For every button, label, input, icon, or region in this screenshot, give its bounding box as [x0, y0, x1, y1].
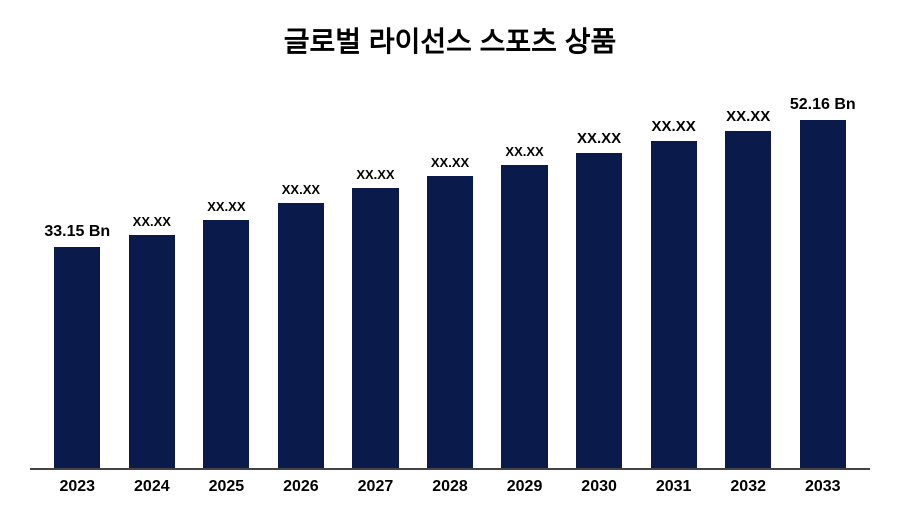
- bar: [501, 165, 547, 468]
- x-axis-label: 2032: [711, 478, 786, 496]
- chart-title: 글로벌 라이선스 스포츠 상품: [30, 20, 870, 60]
- bar: [203, 220, 249, 468]
- bar-value-label: XX.XX: [505, 144, 543, 159]
- bar-value-label: XX.XX: [652, 118, 696, 135]
- bar-value-label: 33.15 Bn: [44, 223, 110, 241]
- bar-value-label: XX.XX: [356, 167, 394, 182]
- x-axis-label: 2029: [487, 478, 562, 496]
- bar-group: XX.XX: [338, 70, 413, 468]
- bar-value-label: XX.XX: [431, 155, 469, 170]
- bar-value-label: XX.XX: [282, 182, 320, 197]
- bar-value-label: XX.XX: [577, 130, 621, 147]
- bar-value-label: XX.XX: [207, 199, 245, 214]
- x-axis-label: 2025: [189, 478, 264, 496]
- bar-value-label: XX.XX: [133, 214, 171, 229]
- bar-group: XX.XX: [413, 70, 488, 468]
- x-axis-label: 2023: [40, 478, 115, 496]
- bar-group: XX.XX: [264, 70, 339, 468]
- x-axis-label: 2024: [115, 478, 190, 496]
- bar-group: 52.16 Bn: [785, 70, 860, 468]
- bar: [427, 176, 473, 468]
- bar: [278, 203, 324, 468]
- plot-area: 33.15 Bn XX.XX XX.XX XX.XX XX.XX XX.XX XX.XX XX…: [30, 70, 870, 470]
- bar: [800, 120, 846, 468]
- x-axis-label: 2026: [264, 478, 339, 496]
- bar-group: XX.XX: [487, 70, 562, 468]
- bar-group: XX.XX: [636, 70, 711, 468]
- x-axis-label: 2030: [562, 478, 637, 496]
- bar-group: XX.XX: [562, 70, 637, 468]
- bars-wrapper: 33.15 Bn XX.XX XX.XX XX.XX XX.XX XX.XX XX.XX XX…: [30, 70, 870, 468]
- bar-group: XX.XX: [711, 70, 786, 468]
- bar: [352, 188, 398, 468]
- bar: [576, 153, 622, 468]
- x-axis-label: 2033: [785, 478, 860, 496]
- bar-group: XX.XX: [115, 70, 190, 468]
- x-axis-label: 2027: [338, 478, 413, 496]
- bar: [725, 131, 771, 468]
- bar-group: 33.15 Bn: [40, 70, 115, 468]
- x-axis-label: 2028: [413, 478, 488, 496]
- chart-container: 글로벌 라이선스 스포츠 상품 33.15 Bn XX.XX XX.XX XX.XX X…: [0, 0, 900, 525]
- bar: [54, 247, 100, 468]
- bar-value-label: XX.XX: [726, 108, 770, 125]
- bar-group: XX.XX: [189, 70, 264, 468]
- bar: [129, 235, 175, 468]
- x-axis-labels: 2023202420252026202720282029203020312032…: [30, 470, 870, 496]
- x-axis-label: 2031: [636, 478, 711, 496]
- bar-value-label: 52.16 Bn: [790, 96, 856, 114]
- bar: [651, 141, 697, 468]
